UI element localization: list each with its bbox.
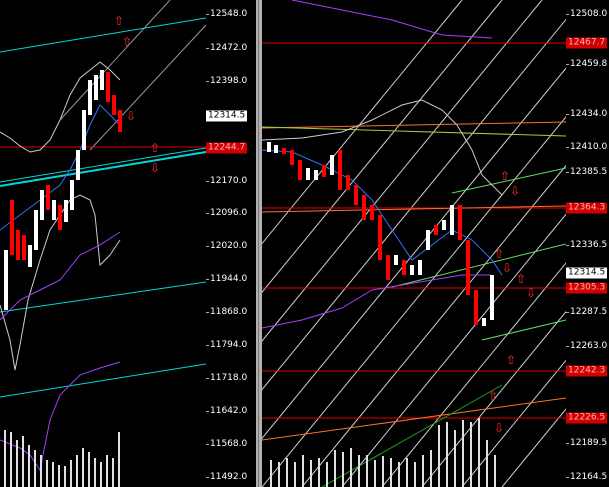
left-chart-pane[interactable]: ⇧ ⇧ ⇩ ⇧ ⇩ bbox=[0, 0, 206, 487]
candle bbox=[40, 190, 44, 220]
gray-diag-2 bbox=[89, 24, 206, 151]
price-tick: 12548.0 bbox=[205, 9, 248, 19]
purple-ma-curve bbox=[291, 0, 493, 39]
left-price-axis[interactable]: 12548.0 12472.0 12398.0 12170.0 12096.0 … bbox=[205, 0, 256, 487]
fib-orange-line[interactable] bbox=[262, 397, 566, 441]
candle bbox=[118, 110, 122, 132]
price-tick: 11568.0 bbox=[205, 439, 248, 449]
price-tick: 12170.0 bbox=[205, 176, 248, 186]
gray-diag-1 bbox=[59, 0, 171, 121]
cyan-trendline-mid[interactable] bbox=[0, 151, 206, 187]
price-tick: 11868.0 bbox=[205, 307, 248, 317]
cyan-trendline-bottom[interactable] bbox=[0, 363, 206, 398]
current-price-tag: 12314.5 bbox=[566, 267, 608, 279]
arrow-down-icon[interactable]: ⇩ bbox=[526, 286, 536, 300]
level-price-tag: 12305.3 bbox=[566, 282, 608, 294]
candle bbox=[106, 72, 110, 102]
level-price-tag: 12244.7 bbox=[206, 142, 248, 154]
green-trend-line[interactable] bbox=[391, 243, 566, 288]
level-price-tag: 12242.3 bbox=[566, 365, 608, 377]
price-tick: 12164.5 bbox=[565, 472, 608, 482]
candle bbox=[64, 200, 68, 222]
candle bbox=[46, 185, 50, 210]
price-tick: 12336.5 bbox=[565, 240, 608, 250]
right-volume-bars bbox=[270, 418, 496, 487]
candle bbox=[28, 245, 32, 267]
price-tick: 12020.0 bbox=[205, 241, 248, 251]
candle bbox=[10, 200, 14, 255]
candle bbox=[112, 95, 116, 115]
price-tick: 12398.0 bbox=[205, 76, 248, 86]
arrow-up-icon[interactable]: ⇧ bbox=[506, 353, 516, 367]
price-tick: 12508.0 bbox=[565, 9, 608, 19]
green-trend-line[interactable] bbox=[451, 167, 566, 194]
right-chart-pane[interactable]: ⇧ ⇩ ⇧ ⇩ ⇧ ⇩ ⇧ ⇧ ⇩ bbox=[262, 0, 566, 487]
arrow-up-icon[interactable]: ⇧ bbox=[122, 35, 132, 49]
left-candles[interactable] bbox=[4, 70, 122, 310]
arrow-up-icon[interactable]: ⇧ bbox=[500, 169, 510, 183]
right-chart-canvas[interactable]: ⇧ ⇩ ⇧ ⇩ ⇧ ⇩ ⇧ ⇧ ⇩ bbox=[262, 0, 566, 487]
price-tick: 11492.0 bbox=[205, 472, 248, 482]
arrow-up-icon[interactable]: ⇧ bbox=[114, 14, 124, 28]
price-tick: 12096.0 bbox=[205, 208, 248, 218]
candle bbox=[76, 150, 80, 180]
right-price-axis[interactable]: 12508.0 12459.8 12434.0 12410.0 12385.5 … bbox=[565, 0, 609, 487]
candle bbox=[82, 110, 86, 150]
fib-orange-line[interactable] bbox=[262, 121, 566, 129]
upper-band-curve bbox=[0, 61, 121, 153]
green-trend-line[interactable] bbox=[262, 126, 566, 137]
cyan-trendline-low[interactable] bbox=[0, 281, 206, 313]
candle bbox=[16, 230, 20, 260]
green-trend-line[interactable] bbox=[481, 319, 566, 341]
arrow-up-icon[interactable]: ⇧ bbox=[516, 272, 526, 286]
upper-band-curve bbox=[262, 99, 503, 196]
purple-ma-curve-low bbox=[0, 361, 121, 472]
price-tick: 12459.8 bbox=[565, 59, 608, 69]
candle bbox=[4, 250, 8, 310]
arrow-down-icon[interactable]: ⇩ bbox=[502, 261, 512, 275]
diagonal-grid-lines bbox=[262, 0, 566, 487]
mid-band-curve bbox=[0, 104, 121, 231]
arrow-down-icon[interactable]: ⇩ bbox=[494, 421, 504, 435]
price-tick: 12189.5 bbox=[565, 438, 608, 448]
price-tick: 12263.0 bbox=[565, 341, 608, 351]
level-price-tag: 12226.5 bbox=[566, 412, 608, 424]
fib-orange-line[interactable] bbox=[262, 205, 566, 213]
price-tick: 11944.0 bbox=[205, 274, 248, 284]
arrow-down-icon[interactable]: ⇩ bbox=[510, 184, 520, 198]
candle bbox=[100, 70, 104, 90]
candle bbox=[52, 200, 56, 220]
cyan-trendline-mid2[interactable] bbox=[0, 147, 206, 183]
cyan-trendline-top[interactable] bbox=[0, 17, 206, 53]
left-chart-canvas[interactable]: ⇧ ⇧ ⇩ ⇧ ⇩ bbox=[0, 0, 206, 487]
right-candles[interactable] bbox=[267, 142, 494, 326]
candle bbox=[70, 180, 74, 210]
price-tick: 12410.0 bbox=[565, 142, 608, 152]
price-tick: 11794.0 bbox=[205, 340, 248, 350]
price-tick: 11718.0 bbox=[205, 373, 248, 383]
price-tick: 12434.0 bbox=[565, 109, 608, 119]
level-price-tag: 12364.3 bbox=[566, 202, 608, 214]
arrow-up-icon[interactable]: ⇧ bbox=[488, 389, 498, 403]
current-price-tag: 12314.5 bbox=[206, 110, 248, 122]
arrow-up-icon[interactable]: ⇧ bbox=[494, 247, 504, 261]
price-tick: 12472.0 bbox=[205, 43, 248, 53]
purple-ma-curve-low bbox=[262, 274, 492, 329]
candle bbox=[22, 235, 26, 260]
price-tick: 12385.5 bbox=[565, 167, 608, 177]
price-tick: 12287.5 bbox=[565, 307, 608, 317]
mid-band-curve bbox=[262, 149, 503, 276]
candle bbox=[34, 210, 38, 250]
candle bbox=[58, 205, 62, 230]
candle bbox=[88, 80, 92, 115]
left-volume-bars bbox=[4, 430, 120, 487]
arrow-down-icon[interactable]: ⇩ bbox=[150, 161, 160, 175]
arrow-up-icon[interactable]: ⇧ bbox=[150, 141, 160, 155]
pane-separator[interactable] bbox=[256, 0, 262, 487]
candle bbox=[94, 75, 98, 100]
level-price-tag: 12467.7 bbox=[566, 37, 608, 49]
arrow-down-icon[interactable]: ⇩ bbox=[126, 109, 136, 123]
price-tick: 11642.0 bbox=[205, 406, 248, 416]
purple-ma-curve bbox=[0, 231, 121, 321]
